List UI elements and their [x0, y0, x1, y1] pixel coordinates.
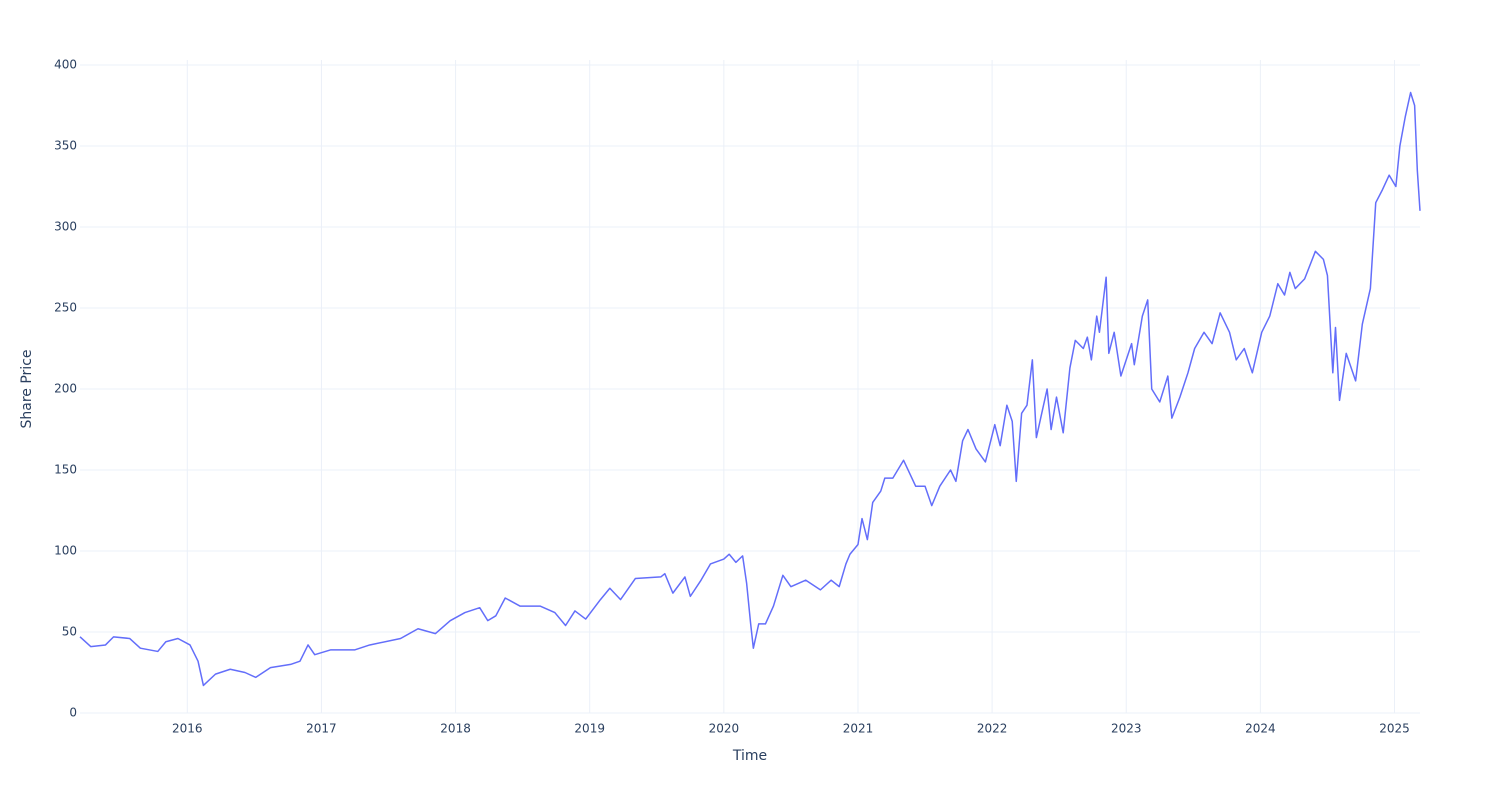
- y-tick-label: 400: [54, 58, 77, 72]
- x-tick-label: 2020: [709, 722, 740, 736]
- x-tick-label: 2024: [1245, 722, 1276, 736]
- y-tick-label: 200: [54, 382, 77, 396]
- y-tick-label: 350: [54, 139, 77, 153]
- y-tick-label: 250: [54, 301, 77, 315]
- x-tick-label: 2019: [574, 722, 605, 736]
- price-line: [79, 91, 1421, 687]
- x-tick-label: 2022: [977, 722, 1008, 736]
- x-tick-label: 2025: [1379, 722, 1410, 736]
- y-tick-label: 150: [54, 463, 77, 477]
- x-tick-label: 2016: [172, 722, 203, 736]
- x-tick-label: 2023: [1111, 722, 1142, 736]
- x-axis-title: Time: [732, 748, 767, 764]
- x-tick-label: 2018: [440, 722, 471, 736]
- x-tick-label: 2017: [306, 722, 337, 736]
- y-tick-label: 100: [54, 544, 77, 558]
- y-axis-title: Share Price: [19, 349, 35, 428]
- x-tick-label: 2021: [843, 722, 874, 736]
- y-tick-label: 0: [69, 706, 77, 720]
- y-tick-label: 300: [54, 220, 77, 234]
- y-tick-label: 50: [62, 625, 77, 639]
